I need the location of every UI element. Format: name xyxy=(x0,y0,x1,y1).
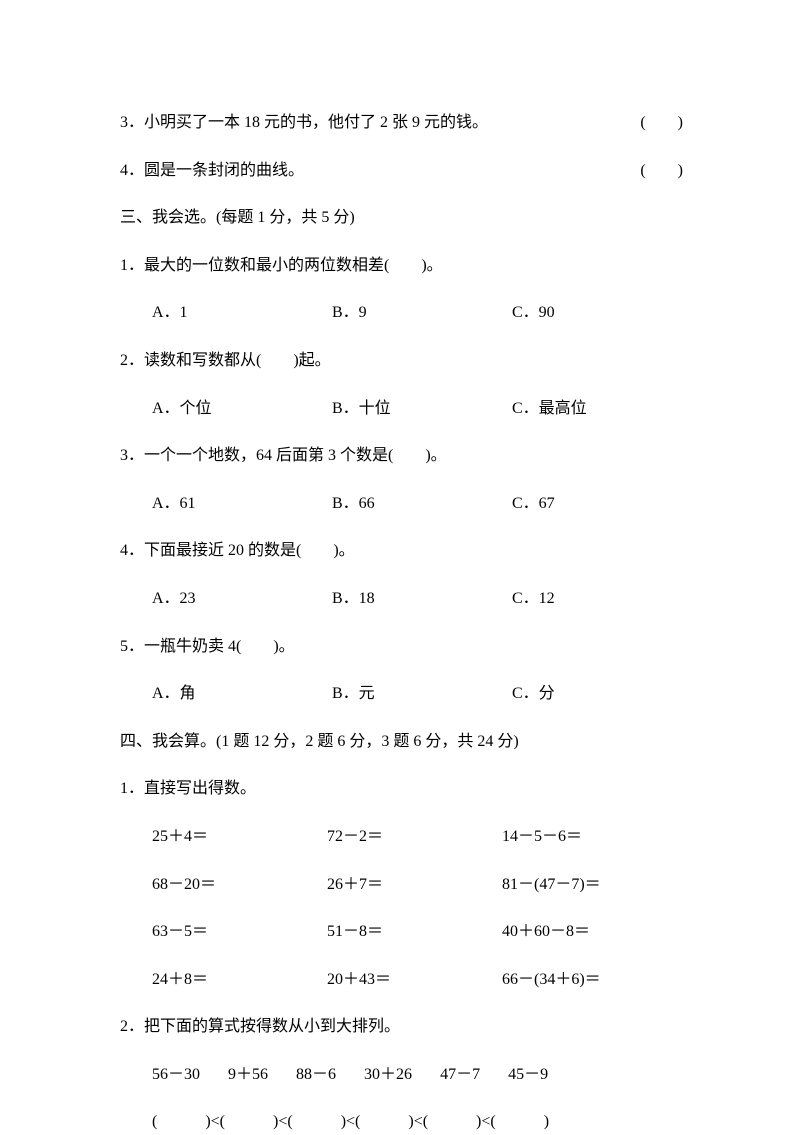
calc-r1-c1[interactable]: 68－20＝ xyxy=(152,872,327,898)
calc-row-0: 25＋4＝ 72－2＝ 14－5－6＝ xyxy=(120,824,683,850)
s3-q2-opt-b[interactable]: B．十位 xyxy=(332,396,512,422)
calc-row-3: 24＋8＝ 20＋43＝ 66－(34＋6)＝ xyxy=(120,967,683,993)
section4-title: 四、我会算。(1 题 12 分，2 题 6 分，3 题 6 分，共 24 分) xyxy=(120,729,683,755)
s3-q3-opt-b[interactable]: B．66 xyxy=(332,491,512,517)
sort-expr-2: 88－6 xyxy=(296,1062,336,1088)
s3-q3-stem: 3．一个一个地数，64 后面第 3 个数是( )。 xyxy=(120,443,683,469)
judge-q4-paren[interactable]: ( ) xyxy=(640,158,683,184)
section3-title: 三、我会选。(每题 1 分，共 5 分) xyxy=(120,205,683,231)
sort-blanks[interactable]: ( )<( )<( )<( )<( )<( ) xyxy=(120,1109,683,1135)
s3-q2-opt-a[interactable]: A．个位 xyxy=(152,396,332,422)
judge-q3: 3．小明买了一本 18 元的书，他付了 2 张 9 元的钱。 ( ) xyxy=(120,110,683,136)
s4-q2-stem: 2．把下面的算式按得数从小到大排列。 xyxy=(120,1014,683,1040)
s3-q3-opt-c[interactable]: C．67 xyxy=(512,491,683,517)
s3-q1-stem: 1．最大的一位数和最小的两位数相差( )。 xyxy=(120,253,683,279)
s3-q5-opt-a[interactable]: A．角 xyxy=(152,681,332,707)
s3-q1-opt-a[interactable]: A．1 xyxy=(152,300,332,326)
s3-q5-options: A．角 B．元 C．分 xyxy=(120,681,683,707)
judge-q3-paren[interactable]: ( ) xyxy=(640,110,683,136)
sort-expr-1: 9＋56 xyxy=(228,1062,268,1088)
calc-r2-c2[interactable]: 51－8＝ xyxy=(327,919,502,945)
s3-q4-opt-b[interactable]: B．18 xyxy=(332,586,512,612)
s3-q4-stem: 4．下面最接近 20 的数是( )。 xyxy=(120,538,683,564)
s3-q5-opt-c[interactable]: C．分 xyxy=(512,681,683,707)
calc-r3-c3[interactable]: 66－(34＋6)＝ xyxy=(502,967,683,993)
calc-r2-c3[interactable]: 40＋60－8＝ xyxy=(502,919,683,945)
sort-expr-3: 30＋26 xyxy=(364,1062,412,1088)
s3-q1-options: A．1 B．9 C．90 xyxy=(120,300,683,326)
sort-expr-5: 45－9 xyxy=(508,1062,548,1088)
calc-r3-c2[interactable]: 20＋43＝ xyxy=(327,967,502,993)
s3-q2-stem: 2．读数和写数都从( )起。 xyxy=(120,348,683,374)
s3-q4-opt-a[interactable]: A．23 xyxy=(152,586,332,612)
sort-exprs: 56－30 9＋56 88－6 30＋26 47－7 45－9 xyxy=(120,1062,683,1088)
judge-q3-text: 3．小明买了一本 18 元的书，他付了 2 张 9 元的钱。 xyxy=(120,114,488,131)
s3-q3-options: A．61 B．66 C．67 xyxy=(120,491,683,517)
s3-q3-opt-a[interactable]: A．61 xyxy=(152,491,332,517)
calc-r1-c2[interactable]: 26＋7＝ xyxy=(327,872,502,898)
s3-q5-stem: 5．一瓶牛奶卖 4( )。 xyxy=(120,634,683,660)
s3-q4-opt-c[interactable]: C．12 xyxy=(512,586,683,612)
calc-row-1: 68－20＝ 26＋7＝ 81－(47－7)＝ xyxy=(120,872,683,898)
s4-q1-stem: 1．直接写出得数。 xyxy=(120,776,683,802)
s3-q2-options: A．个位 B．十位 C．最高位 xyxy=(120,396,683,422)
sort-expr-4: 47－7 xyxy=(440,1062,480,1088)
calc-r0-c3[interactable]: 14－5－6＝ xyxy=(502,824,683,850)
calc-r3-c1[interactable]: 24＋8＝ xyxy=(152,967,327,993)
s3-q2-opt-c[interactable]: C．最高位 xyxy=(512,396,683,422)
calc-r0-c1[interactable]: 25＋4＝ xyxy=(152,824,327,850)
judge-q4-text: 4．圆是一条封闭的曲线。 xyxy=(120,162,304,179)
judge-q4: 4．圆是一条封闭的曲线。 ( ) xyxy=(120,158,683,184)
calc-r0-c2[interactable]: 72－2＝ xyxy=(327,824,502,850)
s3-q1-opt-c[interactable]: C．90 xyxy=(512,300,683,326)
s3-q5-opt-b[interactable]: B．元 xyxy=(332,681,512,707)
s3-q1-opt-b[interactable]: B．9 xyxy=(332,300,512,326)
s3-q4-options: A．23 B．18 C．12 xyxy=(120,586,683,612)
sort-expr-0: 56－30 xyxy=(152,1062,200,1088)
calc-r1-c3[interactable]: 81－(47－7)＝ xyxy=(502,872,683,898)
calc-row-2: 63－5＝ 51－8＝ 40＋60－8＝ xyxy=(120,919,683,945)
calc-r2-c1[interactable]: 63－5＝ xyxy=(152,919,327,945)
